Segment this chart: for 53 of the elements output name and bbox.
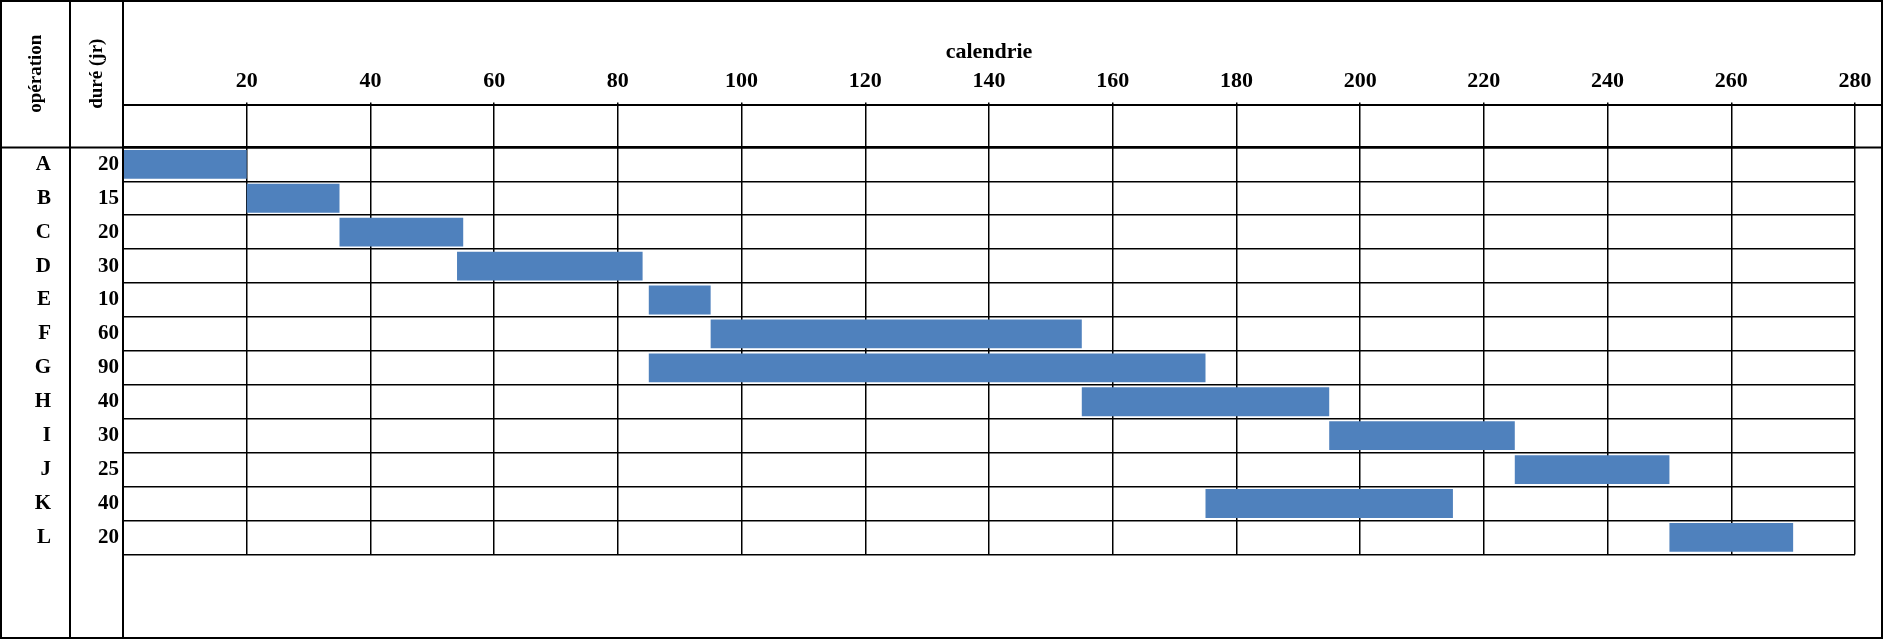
y-tick-label: J (40, 456, 51, 481)
bar (710, 319, 1082, 349)
y-tick-label: H (34, 388, 51, 413)
data-label: 40 (98, 388, 119, 413)
chart-title: calendrie (945, 37, 1033, 63)
y-tick-label: C (35, 218, 51, 243)
x-tick-label: 40 (359, 66, 382, 92)
x-tick-label: 200 (1343, 66, 1377, 92)
x-tick-label: 60 (483, 66, 506, 92)
bar (1205, 489, 1453, 518)
x-tick-label: 240 (1591, 66, 1625, 92)
bar (1081, 387, 1330, 417)
data-label: 90 (98, 354, 119, 379)
y-tick-label: G (34, 354, 51, 379)
y-tick-label: B (36, 184, 51, 209)
x-tick-label: 80 (606, 66, 629, 92)
y-axis-title: opération (23, 34, 45, 113)
bar (457, 251, 643, 281)
bar (123, 149, 247, 179)
x-tick-label: 180 (1219, 66, 1253, 92)
bar (1514, 455, 1670, 485)
data-label: 30 (98, 252, 119, 277)
data-label: 20 (98, 150, 119, 175)
y-tick-label: D (35, 252, 51, 277)
bar (1669, 523, 1794, 552)
data-label: 30 (98, 422, 119, 447)
y-tick-label: E (36, 286, 51, 311)
data-label: 25 (98, 456, 119, 481)
x-tick-label: 160 (1096, 66, 1130, 92)
y-tick-label: A (35, 150, 52, 175)
data-label: 15 (98, 184, 119, 209)
y-tick-label: L (36, 523, 51, 548)
y-tick-label: I (42, 422, 51, 447)
x-tick-label: 20 (235, 66, 258, 92)
x-tick-label: 100 (725, 66, 759, 92)
bar (339, 217, 464, 247)
data-label: 60 (98, 320, 119, 345)
data-label: 40 (98, 489, 119, 514)
data-label: 10 (98, 286, 119, 311)
text: duré (jr) (84, 38, 107, 109)
data-label: 20 (98, 218, 119, 243)
bar (246, 183, 340, 213)
bar (648, 353, 1206, 383)
y-tick-label: F (38, 320, 51, 345)
y-tick-label: K (34, 489, 52, 514)
x-tick-label: 220 (1467, 66, 1501, 92)
x-tick-label: 260 (1714, 66, 1748, 92)
bar (1329, 421, 1515, 451)
x-tick-label: 280 (1838, 66, 1872, 92)
bar (648, 285, 711, 315)
x-tick-label: 140 (972, 66, 1006, 92)
data-label: 20 (98, 523, 119, 548)
x-tick-label: 120 (848, 66, 882, 92)
